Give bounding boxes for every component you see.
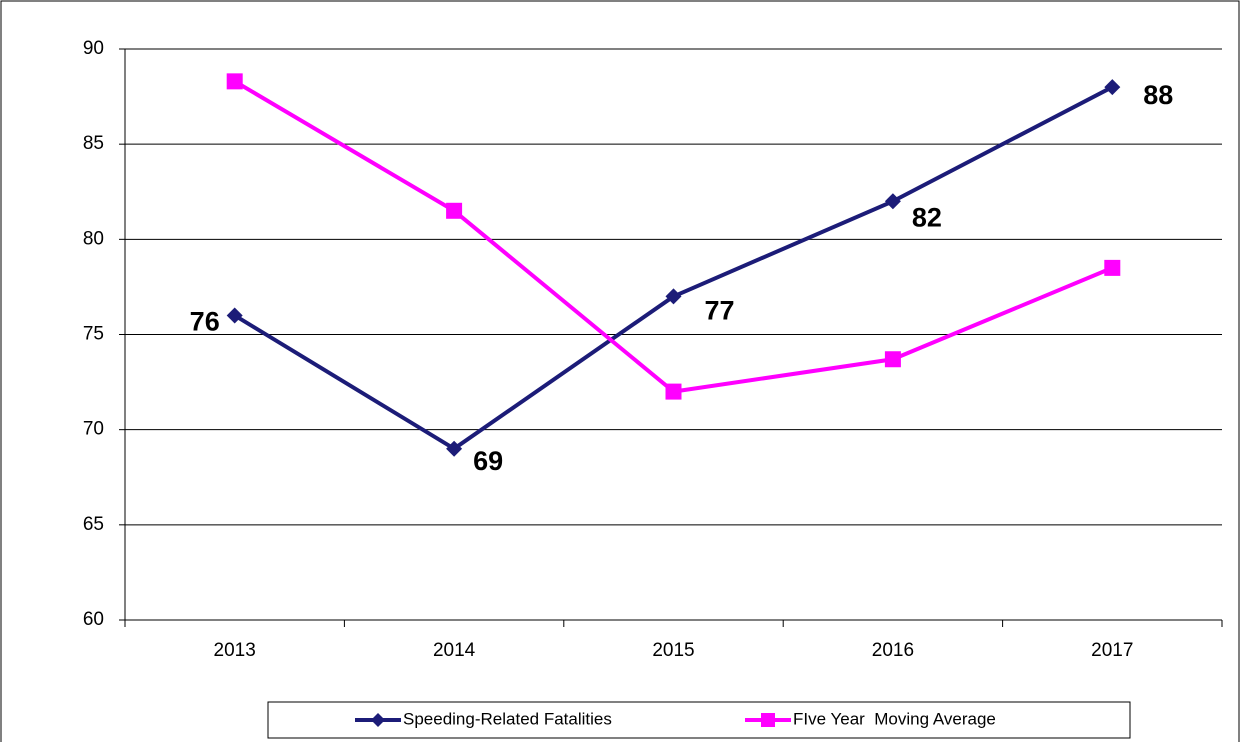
legend-marker	[371, 713, 385, 727]
x-tick-label: 2015	[652, 640, 694, 661]
data-point	[884, 193, 901, 210]
y-tick-label: 90	[83, 38, 104, 59]
y-tick-label: 80	[83, 228, 104, 249]
y-tick-label: 75	[83, 324, 104, 345]
legend-box	[267, 701, 1131, 739]
data-label: 76	[190, 307, 220, 337]
x-tick-label: 2014	[433, 640, 476, 661]
x-tick-label: 2013	[214, 640, 256, 661]
y-tick-label: 65	[83, 514, 104, 535]
y-tick-label: 60	[83, 609, 104, 630]
x-tick-label: 2017	[1091, 640, 1133, 661]
data-point	[226, 307, 243, 324]
legend-label: FIve Year Moving Average	[793, 709, 996, 728]
data-label: 82	[912, 202, 942, 232]
legend-marker	[761, 713, 775, 727]
data-label: 69	[473, 446, 503, 476]
data-point	[446, 440, 463, 457]
series-line	[233, 79, 1114, 394]
y-tick-label: 85	[83, 133, 104, 154]
x-tick-label: 2016	[872, 640, 914, 661]
y-tick-label: 70	[83, 419, 104, 440]
data-point	[1104, 259, 1121, 276]
data-point	[884, 351, 901, 368]
legend-label: Speeding-Related Fatalities	[403, 709, 612, 728]
data-label: 77	[704, 296, 734, 326]
data-point	[665, 288, 682, 305]
data-point	[226, 73, 243, 90]
data-point	[446, 202, 463, 219]
data-point	[1104, 79, 1121, 96]
legend: Speeding-Related Fatalities FIve Year Mov…	[267, 701, 1131, 739]
data-label: 88	[1143, 80, 1173, 110]
data-point	[665, 383, 682, 400]
